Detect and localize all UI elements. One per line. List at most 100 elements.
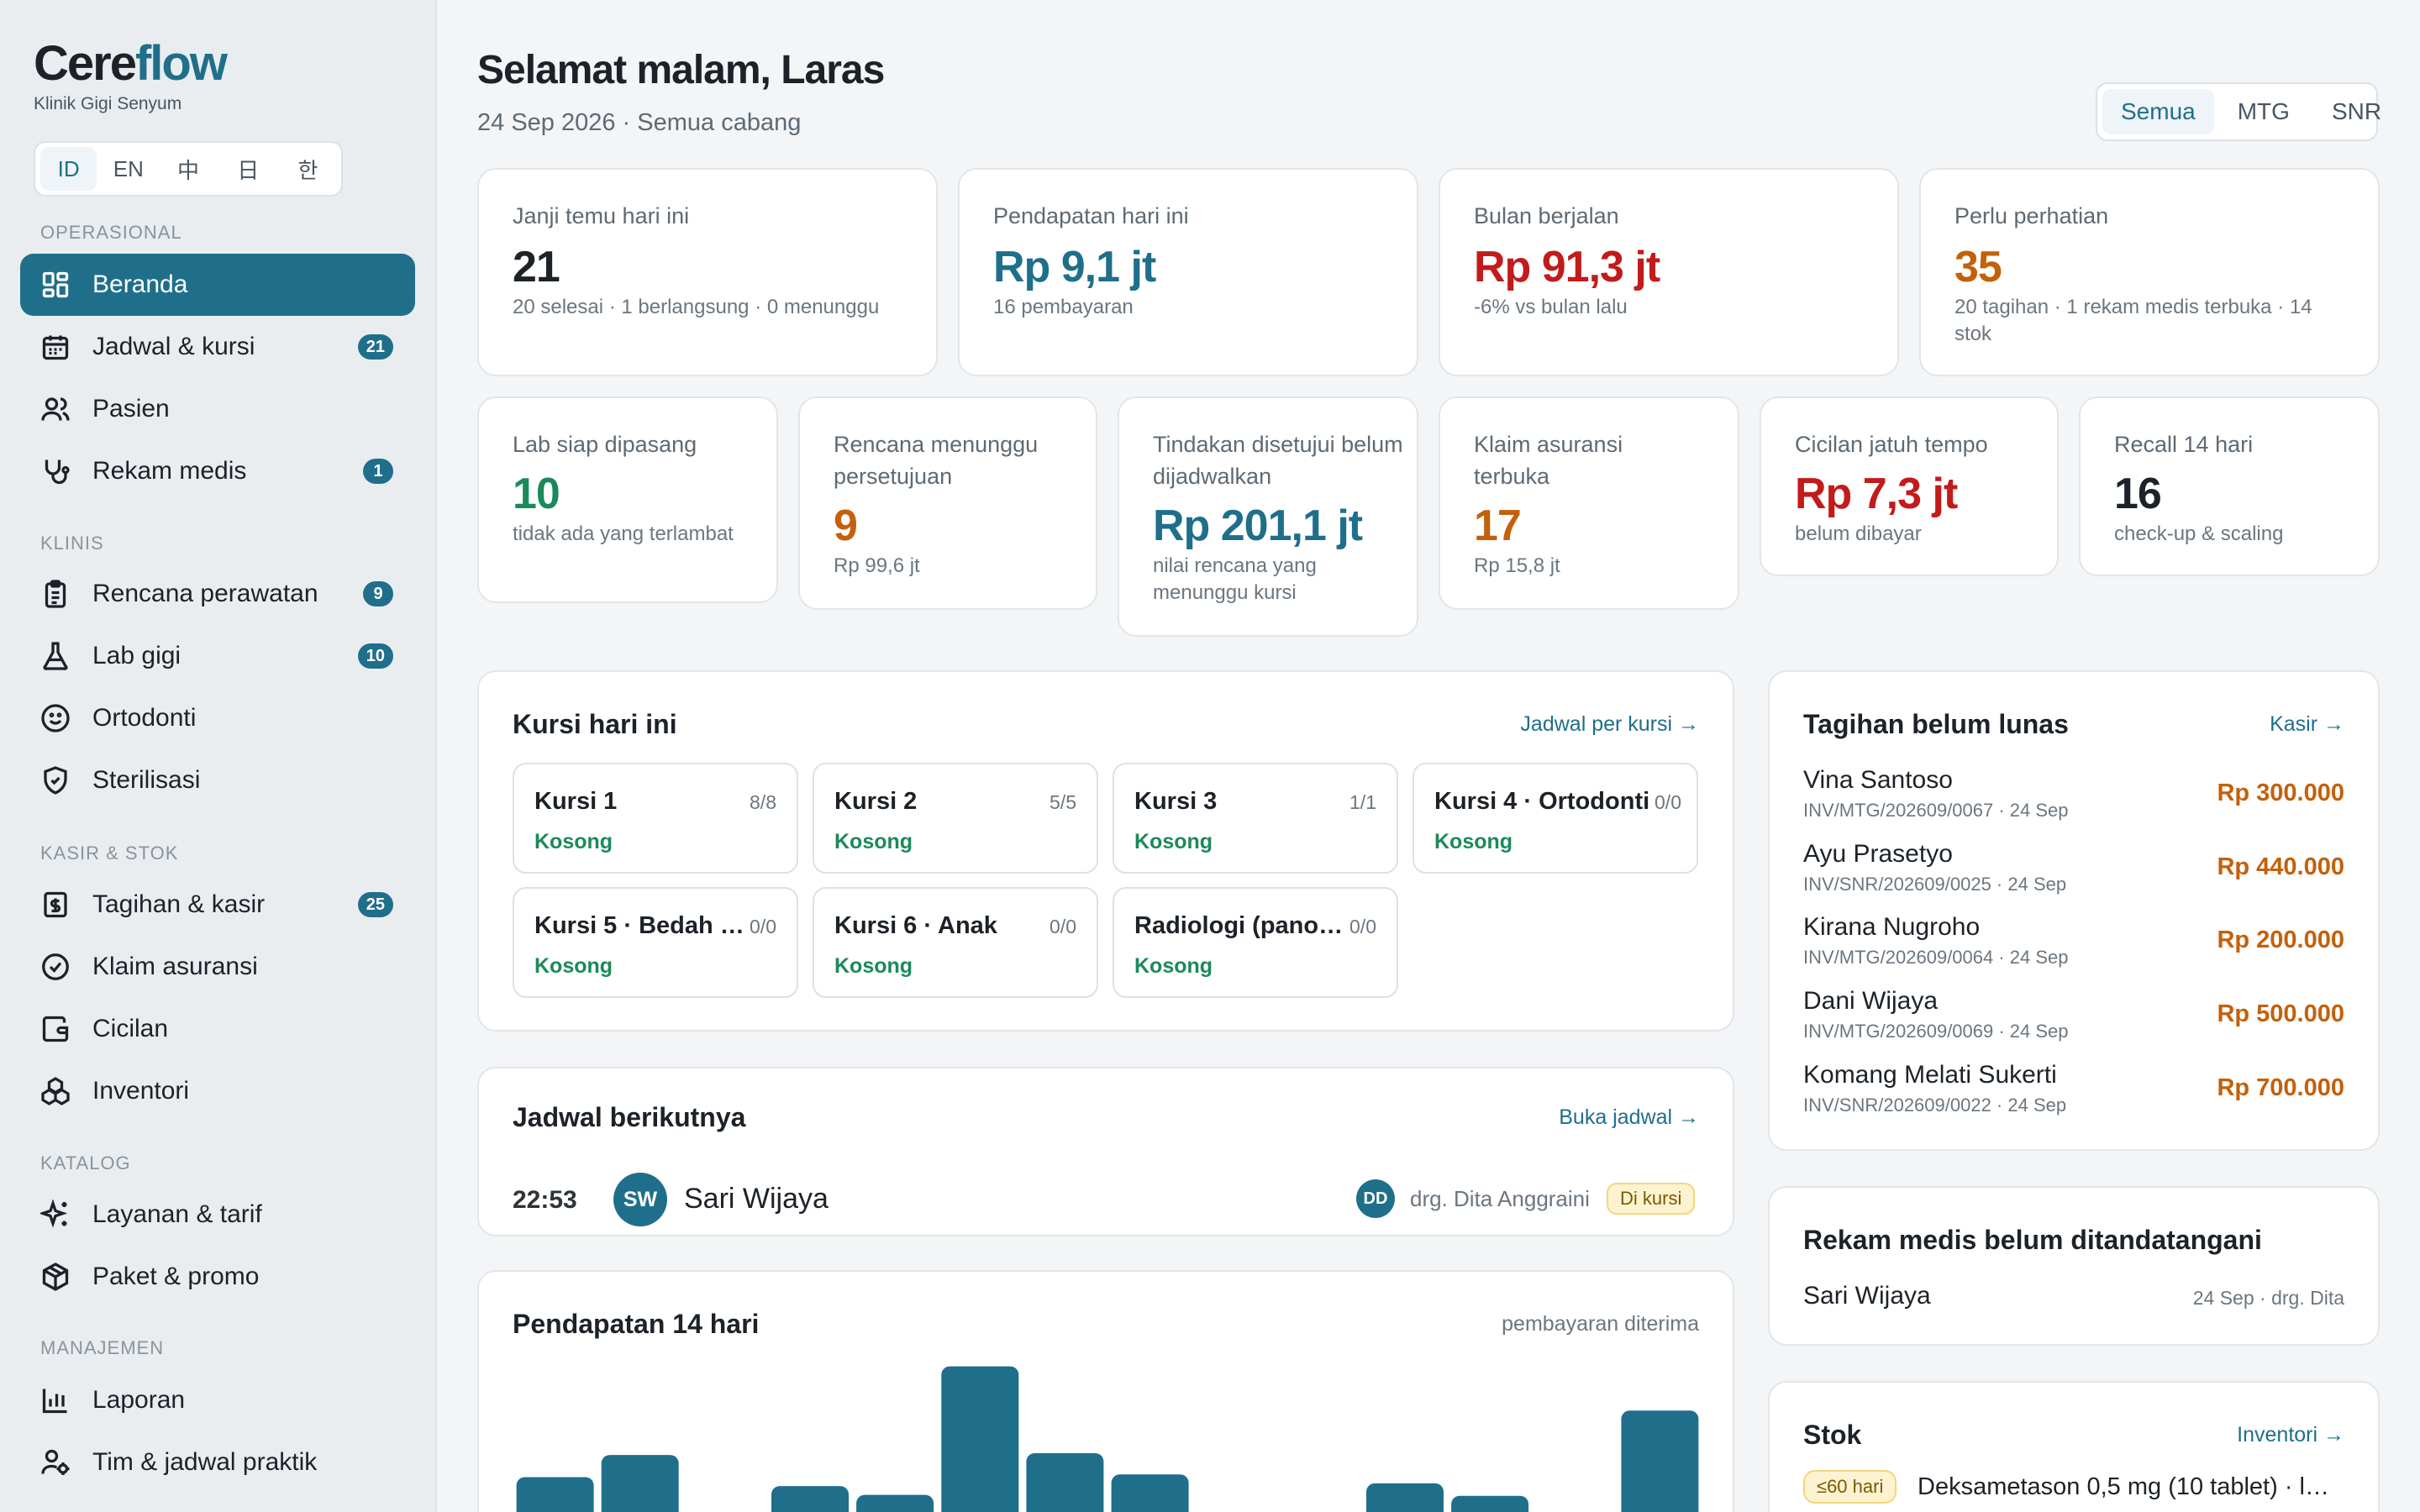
bill-row[interactable]: Komang Melati Sukerti INV/SNR/202609/002… bbox=[1803, 1061, 2344, 1128]
stethoscope-icon bbox=[40, 456, 71, 486]
revenue-bar[interactable] bbox=[1451, 1495, 1529, 1512]
revenue-bar[interactable] bbox=[601, 1455, 679, 1512]
revenue-bar[interactable] bbox=[771, 1486, 849, 1512]
kpi-card-month[interactable]: Bulan berjalan Rp 91,3 jt -6% vs bulan l… bbox=[1439, 168, 1899, 376]
receipt-icon bbox=[40, 890, 71, 920]
kpi-card-lab-ready[interactable]: Lab siap dipasang 10 tidak ada yang terl… bbox=[477, 396, 778, 603]
user-cog-icon bbox=[40, 1447, 71, 1478]
chairs-panel: Kursi hari ini Jadwal per kursi → Kursi … bbox=[477, 670, 1734, 1032]
sidebar-item-ortodonti[interactable]: Ortodonti bbox=[20, 687, 415, 749]
chair-status: Kosong bbox=[1134, 830, 1213, 853]
kpi-value: Rp 7,3 jt bbox=[1795, 470, 1958, 518]
flask-icon bbox=[40, 641, 71, 671]
kpi-card-appointments[interactable]: Janji temu hari ini 21 20 selesai · 1 be… bbox=[477, 168, 938, 376]
brand-logo[interactable]: Cereflow bbox=[34, 36, 228, 91]
sidebar-item-sterilisasi[interactable]: Sterilisasi bbox=[20, 749, 415, 811]
revenue-bar[interactable] bbox=[941, 1366, 1019, 1512]
sidebar-item-label: Jadwal & kursi bbox=[92, 333, 255, 360]
chair-card[interactable]: Kursi 2 5/5 Kosong bbox=[813, 763, 1098, 874]
chair-card[interactable]: Kursi 3 1/1 Kosong bbox=[1113, 763, 1398, 874]
patient-name[interactable]: Sari Wijaya bbox=[684, 1183, 829, 1215]
bill-row[interactable]: Kirana Nugroho INV/MTG/202609/0064 · 24 … bbox=[1803, 913, 2344, 980]
kpi-value: Rp 201,1 jt bbox=[1153, 501, 1363, 550]
inventory-link[interactable]: Inventori → bbox=[2237, 1423, 2344, 1446]
cashier-link[interactable]: Kasir → bbox=[2270, 712, 2344, 736]
sidebar-item-rekam-medis[interactable]: Rekam medis 1 bbox=[20, 440, 415, 502]
lang-en-button[interactable]: EN bbox=[113, 155, 144, 181]
revenue-bar[interactable] bbox=[1366, 1483, 1444, 1512]
bill-invoice: INV/MTG/202609/0069 · 24 Sep bbox=[1803, 1021, 2069, 1042]
clinic-name: Klinik Gigi Senyum bbox=[34, 94, 182, 113]
sidebar-item-tim-jadwal[interactable]: Tim & jadwal praktik bbox=[20, 1431, 415, 1494]
badge-check-icon bbox=[40, 952, 71, 982]
branch-snr-button[interactable]: SNR bbox=[2331, 98, 2382, 124]
sidebar-item-pasien[interactable]: Pasien bbox=[20, 378, 415, 440]
open-schedule-link[interactable]: Buka jadwal → bbox=[1559, 1105, 1699, 1129]
chair-name: Kursi 4 · Ortodonti bbox=[1434, 788, 1650, 815]
chair-card[interactable]: Kursi 6 · Anak 0/0 Kosong bbox=[813, 887, 1098, 998]
kpi-label: Recall 14 hari bbox=[2114, 432, 2254, 457]
kpi-label: Tindakan disetujui belum dijadwalkan bbox=[1153, 432, 1403, 489]
expiry-badge: ≤60 hari bbox=[1803, 1470, 1897, 1504]
kpi-card-insurance-claims[interactable]: Klaim asuransi terbuka 17 Rp 15,8 jt bbox=[1439, 396, 1739, 610]
sidebar-item-paket-promo[interactable]: Paket & promo bbox=[20, 1246, 415, 1308]
sidebar-item-lab-gigi[interactable]: Lab gigi 10 bbox=[20, 625, 415, 687]
chair-count: 0/0 bbox=[1655, 791, 1681, 813]
kpi-card-recall[interactable]: Recall 14 hari 16 check-up & scaling bbox=[2079, 396, 2380, 576]
chair-card[interactable]: Kursi 5 · Bedah & Implan 0/0 Kosong bbox=[513, 887, 798, 998]
sidebar-item-laporan[interactable]: Laporan bbox=[20, 1369, 415, 1431]
kpi-card-revenue-today[interactable]: Pendapatan hari ini Rp 9,1 jt 16 pembaya… bbox=[958, 168, 1418, 376]
kpi-label: Bulan berjalan bbox=[1474, 203, 1619, 228]
kpi-card-approved-unscheduled[interactable]: Tindakan disetujui belum dijadwalkan Rp … bbox=[1118, 396, 1418, 637]
sidebar-item-layanan-tarif[interactable]: Layanan & tarif bbox=[20, 1184, 415, 1246]
bill-amount: Rp 500.000 bbox=[2217, 1000, 2344, 1027]
sidebar-item-jadwal[interactable]: Jadwal & kursi 21 bbox=[20, 316, 415, 378]
branch-mtg-button[interactable]: MTG bbox=[2237, 98, 2290, 124]
lang-ja-button[interactable]: 日 bbox=[237, 157, 260, 183]
sidebar-item-tagihan-kasir[interactable]: Tagihan & kasir 25 bbox=[20, 874, 415, 936]
sidebar-item-beranda[interactable]: Beranda bbox=[20, 254, 415, 316]
revenue-bar[interactable] bbox=[856, 1494, 934, 1512]
panel-title: Kursi hari ini bbox=[513, 709, 677, 739]
panel-title: Rekam medis belum ditandatangani bbox=[1803, 1225, 2262, 1255]
bill-row[interactable]: Dani Wijaya INV/MTG/202609/0069 · 24 Sep… bbox=[1803, 987, 2344, 1054]
kpi-card-installments-due[interactable]: Cicilan jatuh tempo Rp 7,3 jt belum diba… bbox=[1760, 396, 2059, 576]
kpi-value: 21 bbox=[513, 243, 560, 291]
panel-title: Jadwal berikutnya bbox=[513, 1102, 746, 1132]
clipboard-icon bbox=[40, 579, 71, 609]
chair-card[interactable]: Radiologi (panoramik) 0/0 Kosong bbox=[1113, 887, 1398, 998]
revenue-bar[interactable] bbox=[1111, 1474, 1189, 1512]
stock-item-name[interactable]: Deksametason 0,5 mg (10 tablet) · lo... bbox=[1918, 1473, 2338, 1500]
branch-all-button[interactable]: Semua bbox=[2102, 89, 2214, 134]
chart-subtitle: pembayaran diterima bbox=[1502, 1312, 1699, 1336]
sidebar-item-rencana-perawatan[interactable]: Rencana perawatan 9 bbox=[20, 563, 415, 625]
revenue-bar[interactable] bbox=[1026, 1453, 1104, 1512]
record-meta: 24 Sep · drg. Dita bbox=[2192, 1287, 2344, 1309]
kpi-note: 16 pembayaran bbox=[993, 296, 1134, 318]
bill-row[interactable]: Vina Santoso INV/MTG/202609/0067 · 24 Se… bbox=[1803, 766, 2344, 833]
bill-patient: Vina Santoso bbox=[1803, 766, 1953, 794]
revenue-bar[interactable] bbox=[516, 1477, 594, 1512]
lang-zh-button[interactable]: 中 bbox=[177, 157, 200, 183]
sidebar-item-cicilan[interactable]: Cicilan bbox=[20, 998, 415, 1060]
chair-card[interactable]: Kursi 1 8/8 Kosong bbox=[513, 763, 798, 874]
record-patient[interactable]: Sari Wijaya bbox=[1803, 1282, 1931, 1310]
lang-ko-button[interactable]: 한 bbox=[297, 157, 318, 183]
lang-id-button[interactable]: ID bbox=[40, 147, 97, 191]
bar-chart-icon bbox=[40, 1385, 71, 1415]
kpi-label: Klaim asuransi terbuka bbox=[1474, 432, 1623, 489]
bill-row[interactable]: Ayu Prasetyo INV/SNR/202609/0025 · 24 Se… bbox=[1803, 840, 2344, 907]
kpi-note: Rp 15,8 jt bbox=[1474, 554, 1560, 577]
kpi-card-attention[interactable]: Perlu perhatian 35 20 tagihan · 1 rekam … bbox=[1919, 168, 2380, 376]
kpi-note: nilai rencana yang menunggu kursi bbox=[1153, 554, 1317, 604]
count-badge: 10 bbox=[357, 643, 393, 669]
users-icon bbox=[40, 394, 71, 424]
chair-card[interactable]: Kursi 4 · Ortodonti 0/0 Kosong bbox=[1413, 763, 1698, 874]
sidebar-item-klaim-asuransi[interactable]: Klaim asuransi bbox=[20, 936, 415, 998]
chair-status: Kosong bbox=[834, 954, 913, 978]
kpi-card-plans-pending[interactable]: Rencana menunggu persetujuan 9 Rp 99,6 j… bbox=[798, 396, 1097, 610]
sidebar-item-label: Sterilisasi bbox=[92, 766, 201, 794]
revenue-bar[interactable] bbox=[1621, 1410, 1699, 1512]
chairs-schedule-link[interactable]: Jadwal per kursi → bbox=[1520, 712, 1699, 736]
sidebar-item-inventori[interactable]: Inventori bbox=[20, 1060, 415, 1122]
